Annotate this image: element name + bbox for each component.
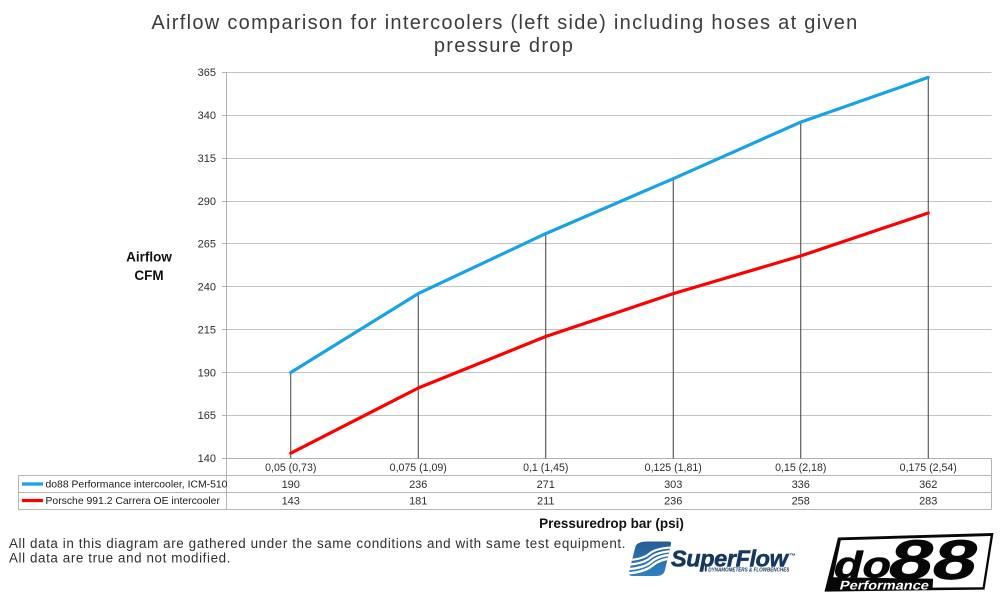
svg-text:0,175 (2,54): 0,175 (2,54) xyxy=(900,462,957,474)
svg-text:165: 165 xyxy=(198,410,216,422)
svg-text:190: 190 xyxy=(198,368,216,380)
svg-text:258: 258 xyxy=(792,496,810,508)
svg-text:303: 303 xyxy=(664,479,682,491)
svg-text:0,05 (0,73): 0,05 (0,73) xyxy=(265,462,316,474)
svg-text:143: 143 xyxy=(282,496,300,508)
svg-text:240: 240 xyxy=(198,282,216,294)
svg-text:236: 236 xyxy=(409,479,427,491)
svg-text:Airflow: Airflow xyxy=(126,250,172,265)
svg-text:265: 265 xyxy=(198,239,216,251)
svg-text:88: 88 xyxy=(882,530,985,592)
svg-text:do88 Performance intercooler,: do88 Performance intercooler, ICM-510 xyxy=(46,480,228,491)
svg-text:All data are true and not modi: All data are true and not modified. xyxy=(9,551,231,566)
svg-text:CFM: CFM xyxy=(134,268,163,283)
svg-text:336: 336 xyxy=(792,479,810,491)
svg-text:283: 283 xyxy=(919,496,937,508)
svg-text:215: 215 xyxy=(198,325,216,337)
svg-text:290: 290 xyxy=(198,196,216,208)
svg-text:0,15 (2,18): 0,15 (2,18) xyxy=(775,462,826,474)
svg-text:0,075 (1,09): 0,075 (1,09) xyxy=(390,462,447,474)
svg-text:365: 365 xyxy=(198,67,216,79)
svg-text:All data in this diagram are g: All data in this diagram are gathered un… xyxy=(9,536,626,551)
svg-text:Airflow comparison for interco: Airflow comparison for intercoolers (lef… xyxy=(151,12,858,34)
svg-text:SuperFlow: SuperFlow xyxy=(671,546,790,572)
svg-text:Performance: Performance xyxy=(838,579,930,593)
svg-text:190: 190 xyxy=(282,479,300,491)
svg-text:DYNAMOMETERS & FLOWBENCHES: DYNAMOMETERS & FLOWBENCHES xyxy=(708,567,789,573)
svg-text:211: 211 xyxy=(537,496,555,508)
svg-text:236: 236 xyxy=(664,496,682,508)
svg-text:™: ™ xyxy=(790,553,797,560)
svg-text:Pressuredrop bar (psi): Pressuredrop bar (psi) xyxy=(539,516,684,531)
svg-text:181: 181 xyxy=(409,496,427,508)
svg-text:do: do xyxy=(830,544,897,585)
svg-text:pressure drop: pressure drop xyxy=(434,35,574,57)
svg-text:271: 271 xyxy=(537,479,555,491)
svg-text:362: 362 xyxy=(919,479,937,491)
svg-text:140: 140 xyxy=(198,453,216,465)
svg-text:0,1 (1,45): 0,1 (1,45) xyxy=(523,462,568,474)
svg-text:315: 315 xyxy=(198,153,216,165)
svg-text:0,125 (1,81): 0,125 (1,81) xyxy=(645,462,702,474)
svg-text:Porsche 991.2 Carrera OE inter: Porsche 991.2 Carrera OE intercooler xyxy=(46,496,221,507)
svg-text:340: 340 xyxy=(198,110,216,122)
